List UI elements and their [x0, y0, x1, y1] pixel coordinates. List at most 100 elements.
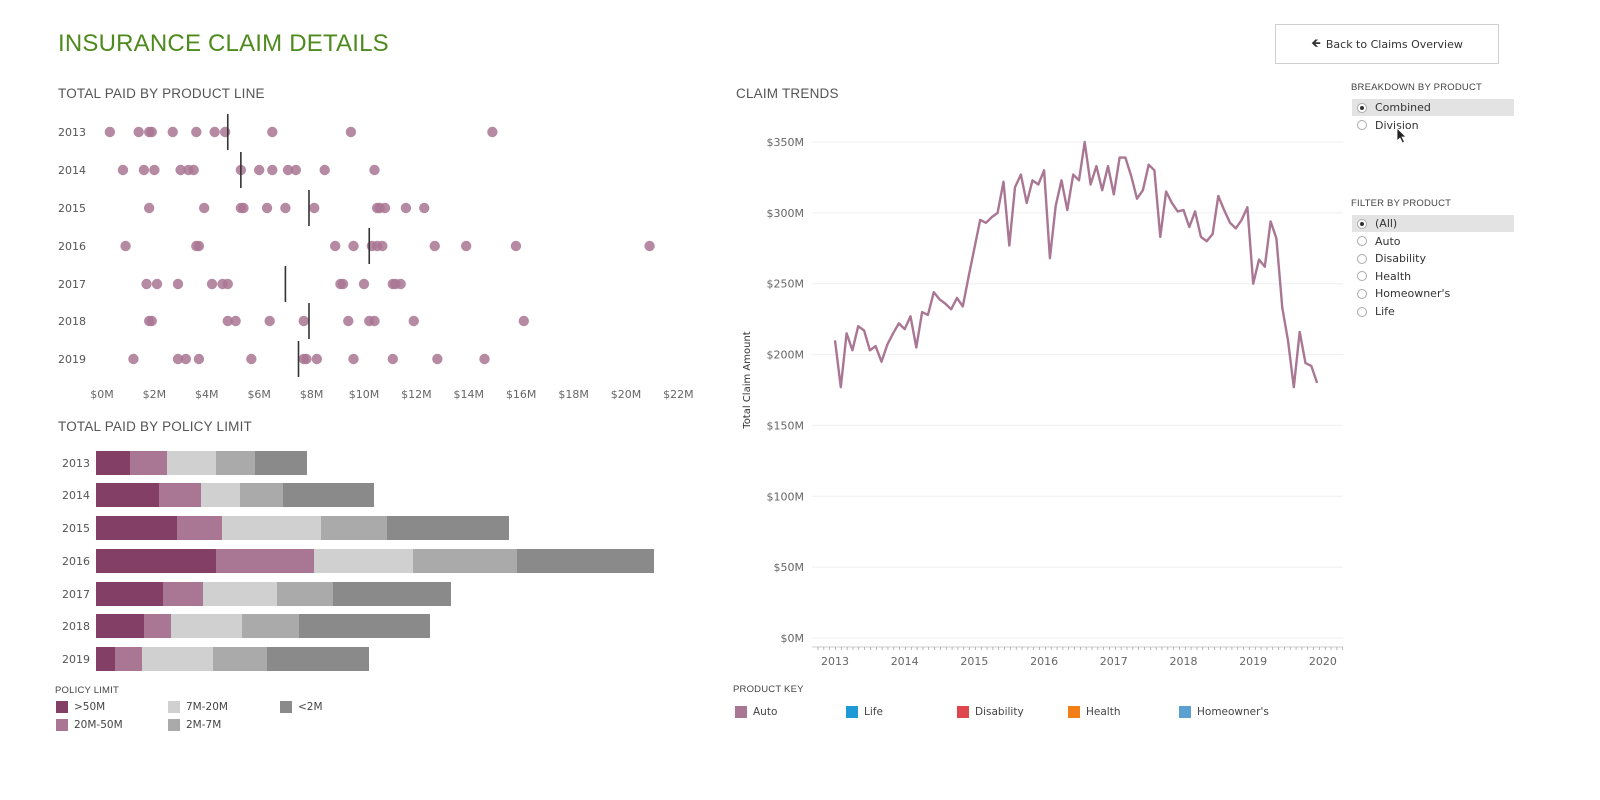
y-tick-5: $250M: [767, 278, 805, 291]
filter-option-0[interactable]: (All): [1352, 215, 1514, 232]
line-x-tick-2014: 2014: [891, 655, 919, 668]
dot-2017-1: [151, 278, 163, 290]
mouse-cursor-icon: [1396, 127, 1407, 144]
dot-2014-11: [319, 164, 330, 176]
radio-button-icon[interactable]: [1357, 253, 1367, 264]
dot-2018-1: [146, 315, 157, 327]
x-tick-0: $0M: [90, 388, 114, 401]
dot-2016-8: [429, 240, 440, 252]
bar-segment-2014-1: [159, 483, 201, 507]
dot-2015-10: [400, 202, 412, 214]
radio-button-icon[interactable]: [1357, 236, 1367, 247]
dot-2018-9: [408, 315, 419, 327]
year-label-2015: 2015: [58, 202, 86, 215]
product-key-item[interactable]: Homeowner's: [1179, 706, 1269, 718]
filter-option-3[interactable]: Health: [1352, 268, 1514, 285]
legend-swatch: [735, 706, 747, 718]
bar-segment-2018-1: [144, 614, 171, 638]
breakdown-option-1[interactable]: Division: [1352, 117, 1514, 134]
bar-segment-2015-0: [96, 516, 177, 540]
product-key-item[interactable]: Life: [846, 706, 883, 718]
page-title: INSURANCE CLAIM DETAILS: [58, 30, 389, 57]
y-tick-7: $350M: [767, 136, 805, 149]
dot-2014-5: [188, 164, 199, 176]
dot-2017-3: [206, 278, 218, 290]
dot-2015-3: [238, 202, 249, 214]
radio-button-icon[interactable]: [1357, 288, 1367, 299]
x-tick-2: $4M: [195, 388, 219, 401]
bar-year-label-2018: 2018: [62, 620, 90, 633]
dot-2014-1: [138, 164, 150, 176]
legend-label: 20M-50M: [74, 719, 123, 731]
dot-2018-8: [369, 315, 380, 327]
bar-segment-2017-2: [203, 582, 277, 606]
dot-2015-9: [379, 202, 391, 214]
back-to-claims-overview-button[interactable]: 🡸 Back to Claims Overview: [1275, 24, 1499, 64]
product-line-scatter-chart: 2013 2014 2015 2016 2017 2018 2019 $0M $2M $4M $6M…: [58, 114, 694, 401]
dot-2013-0: [104, 126, 116, 138]
dot-2014-12: [369, 164, 380, 176]
y-tick-0: $0M: [781, 632, 805, 645]
line-x-tick-2013: 2013: [821, 655, 849, 668]
x-tick-10: $20M: [611, 388, 642, 401]
product-key-item[interactable]: Disability: [957, 706, 1024, 718]
filter-option-5[interactable]: Life: [1352, 303, 1514, 320]
radio-button-icon[interactable]: [1357, 102, 1367, 113]
product-key-heading: PRODUCT KEY: [733, 684, 804, 695]
dot-2014-7: [254, 164, 265, 176]
bar-segment-2014-4: [283, 483, 374, 507]
filter-option-label: Life: [1375, 305, 1395, 318]
dot-2019-9: [387, 353, 399, 365]
filter-option-4[interactable]: Homeowner's: [1352, 285, 1514, 302]
legend-swatch: [1068, 706, 1080, 718]
bar-segment-2014-2: [201, 483, 240, 507]
dot-2018-3: [230, 315, 241, 327]
product-key-item[interactable]: Auto: [735, 706, 777, 718]
dot-2013-1: [133, 126, 144, 138]
dot-2018-2: [222, 315, 233, 327]
bar-segment-2016-4: [517, 549, 654, 573]
line-x-tick-2020: 2020: [1309, 655, 1337, 668]
legend-label: Auto: [753, 706, 778, 718]
bar-segment-2013-3: [216, 451, 255, 475]
bar-segment-2016-1: [216, 549, 314, 573]
legend-label: 7M-20M: [186, 701, 228, 713]
dot-2017-2: [172, 278, 184, 290]
bar-segment-2018-4: [299, 614, 430, 638]
line-x-tick-2019: 2019: [1239, 655, 1267, 668]
filter-option-label: Auto: [1375, 234, 1401, 248]
radio-button-icon[interactable]: [1357, 306, 1367, 317]
dot-2019-1: [172, 353, 184, 365]
filter-option-1[interactable]: Auto: [1352, 233, 1514, 250]
bar-segment-2016-0: [96, 549, 216, 573]
dot-2014-10: [290, 164, 302, 176]
dot-2017-7: [337, 278, 349, 290]
line-x-tick-2017: 2017: [1100, 655, 1128, 668]
x-tick-5: $10M: [349, 388, 380, 401]
legend-swatch: [56, 701, 68, 713]
year-label-2014: 2014: [58, 164, 86, 177]
filter-option-label: Homeowner's: [1375, 287, 1451, 301]
bar-year-label-2016: 2016: [62, 555, 90, 568]
dot-2013-3: [146, 126, 157, 138]
radio-button-icon[interactable]: [1357, 218, 1367, 229]
dot-2017-11: [395, 278, 406, 290]
bar-segment-2017-3: [277, 582, 333, 606]
dot-2016-3: [329, 240, 341, 252]
radio-button-icon[interactable]: [1357, 120, 1367, 131]
dot-2019-3: [193, 353, 205, 365]
dot-2016-10: [510, 240, 522, 252]
dot-2019-0: [128, 353, 139, 365]
dot-2016-7: [377, 240, 388, 252]
product-key-item[interactable]: Health: [1068, 706, 1120, 718]
year-label-2017: 2017: [58, 278, 86, 291]
bar-segment-2015-2: [222, 516, 321, 540]
policy-legend-item: 7M-20M: [168, 701, 228, 713]
bar-year-label-2013: 2013: [62, 457, 90, 470]
filter-heading: FILTER BY PRODUCT: [1351, 198, 1452, 209]
filter-option-2[interactable]: Disability: [1352, 250, 1514, 267]
radio-button-icon[interactable]: [1357, 271, 1367, 282]
dot-2013-6: [209, 126, 220, 138]
breakdown-option-0[interactable]: Combined: [1352, 99, 1514, 116]
bar-segment-2015-1: [177, 516, 222, 540]
